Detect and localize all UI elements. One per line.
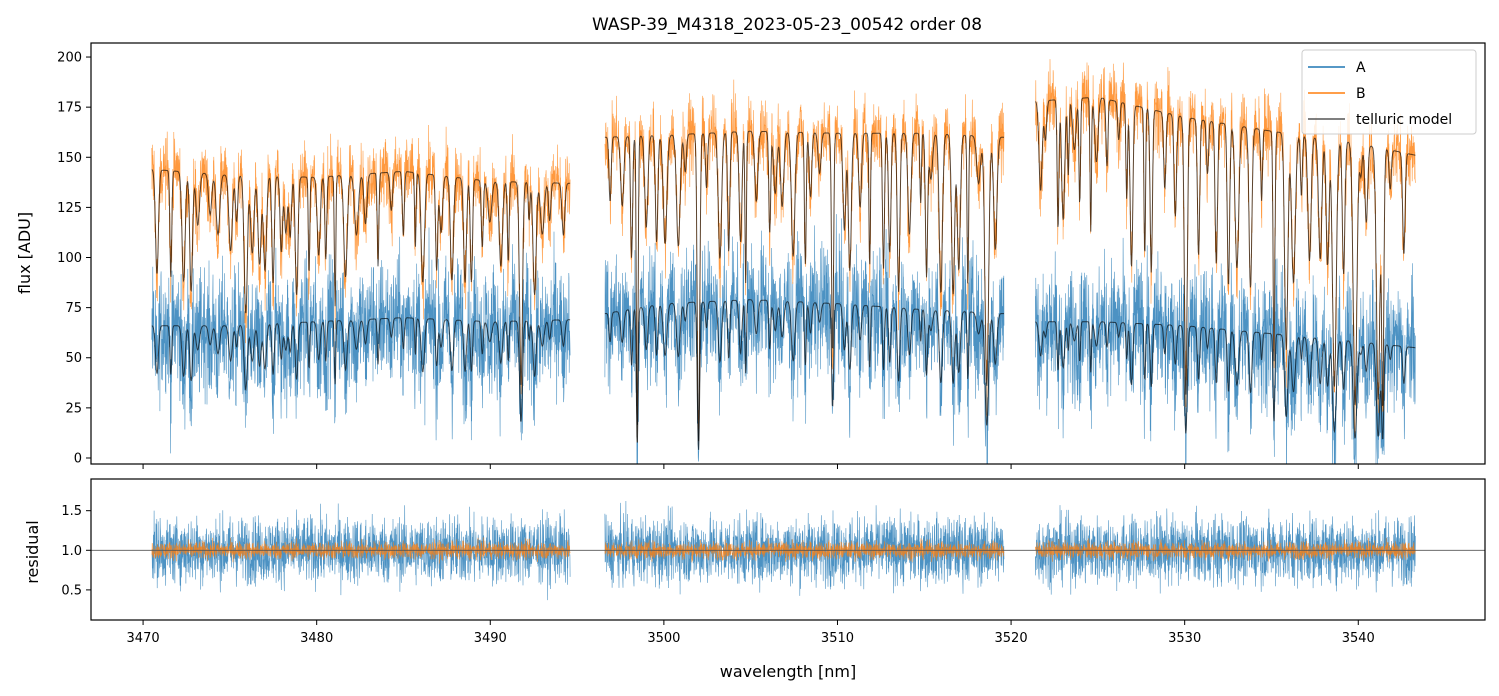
x-tick-label: 3500 — [647, 631, 680, 646]
telluric-model-a — [151, 299, 1416, 450]
residual-a — [151, 500, 1416, 601]
x-tick-label: 3490 — [474, 631, 507, 646]
x-axis-label: wavelength [nm] — [720, 662, 857, 681]
legend-box — [1301, 49, 1477, 135]
telluric-model-b — [151, 97, 1416, 442]
residual-plot-area — [91, 500, 1485, 601]
residual-panel: 0.5 1.0 1.5 residual — [23, 478, 1486, 621]
legend-label: A — [1356, 60, 1366, 76]
x-tick-label: 3540 — [1342, 631, 1375, 646]
x-tick-label: 3530 — [1168, 631, 1201, 646]
main-y-tick-label: 150 — [57, 151, 82, 166]
main-y-tick-label: 75 — [65, 301, 82, 316]
main-y-axis-label: flux [ADU] — [15, 212, 34, 294]
series-a-flux — [151, 214, 1416, 464]
residual-y-tick-label: 1.5 — [61, 504, 82, 519]
main-y-tick-label: 100 — [57, 251, 82, 266]
x-axis: 3470 3480 3490 3500 3510 3520 3530 3540 — [127, 464, 1375, 646]
legend-label: telluric model — [1356, 112, 1452, 128]
main-panel: 0 25 50 75 100 125 150 175 200 flux [ADU] ABtell… — [15, 42, 1486, 466]
main-axes-frame — [90, 42, 1486, 465]
chart-title: WASP-39_M4318_2023-05-23_00542 order 08 — [592, 15, 982, 35]
main-y-axis: 0 25 50 75 100 125 150 175 200 — [57, 51, 91, 466]
residual-axes-frame — [90, 478, 1486, 621]
main-y-tick-label: 50 — [65, 351, 82, 366]
main-y-tick-label: 25 — [65, 401, 82, 416]
x-tick-label: 3470 — [127, 631, 160, 646]
residual-y-axis: 0.5 1.0 1.5 — [61, 504, 91, 598]
main-y-tick-label: 125 — [57, 201, 82, 216]
main-y-tick-label: 175 — [57, 101, 82, 116]
main-y-tick-label: 200 — [57, 51, 82, 66]
series-b-flux — [151, 59, 1416, 443]
x-tick-label: 3480 — [300, 631, 333, 646]
residual-y-tick-label: 1.0 — [61, 544, 82, 559]
main-y-tick-label: 0 — [74, 451, 82, 466]
main-plot-area — [151, 59, 1416, 464]
x-tick-label: 3520 — [995, 631, 1028, 646]
residual-y-axis-label: residual — [23, 520, 42, 583]
legend-label: B — [1356, 86, 1366, 102]
residual-y-tick-label: 0.5 — [61, 583, 82, 598]
x-tick-label: 3510 — [821, 631, 854, 646]
